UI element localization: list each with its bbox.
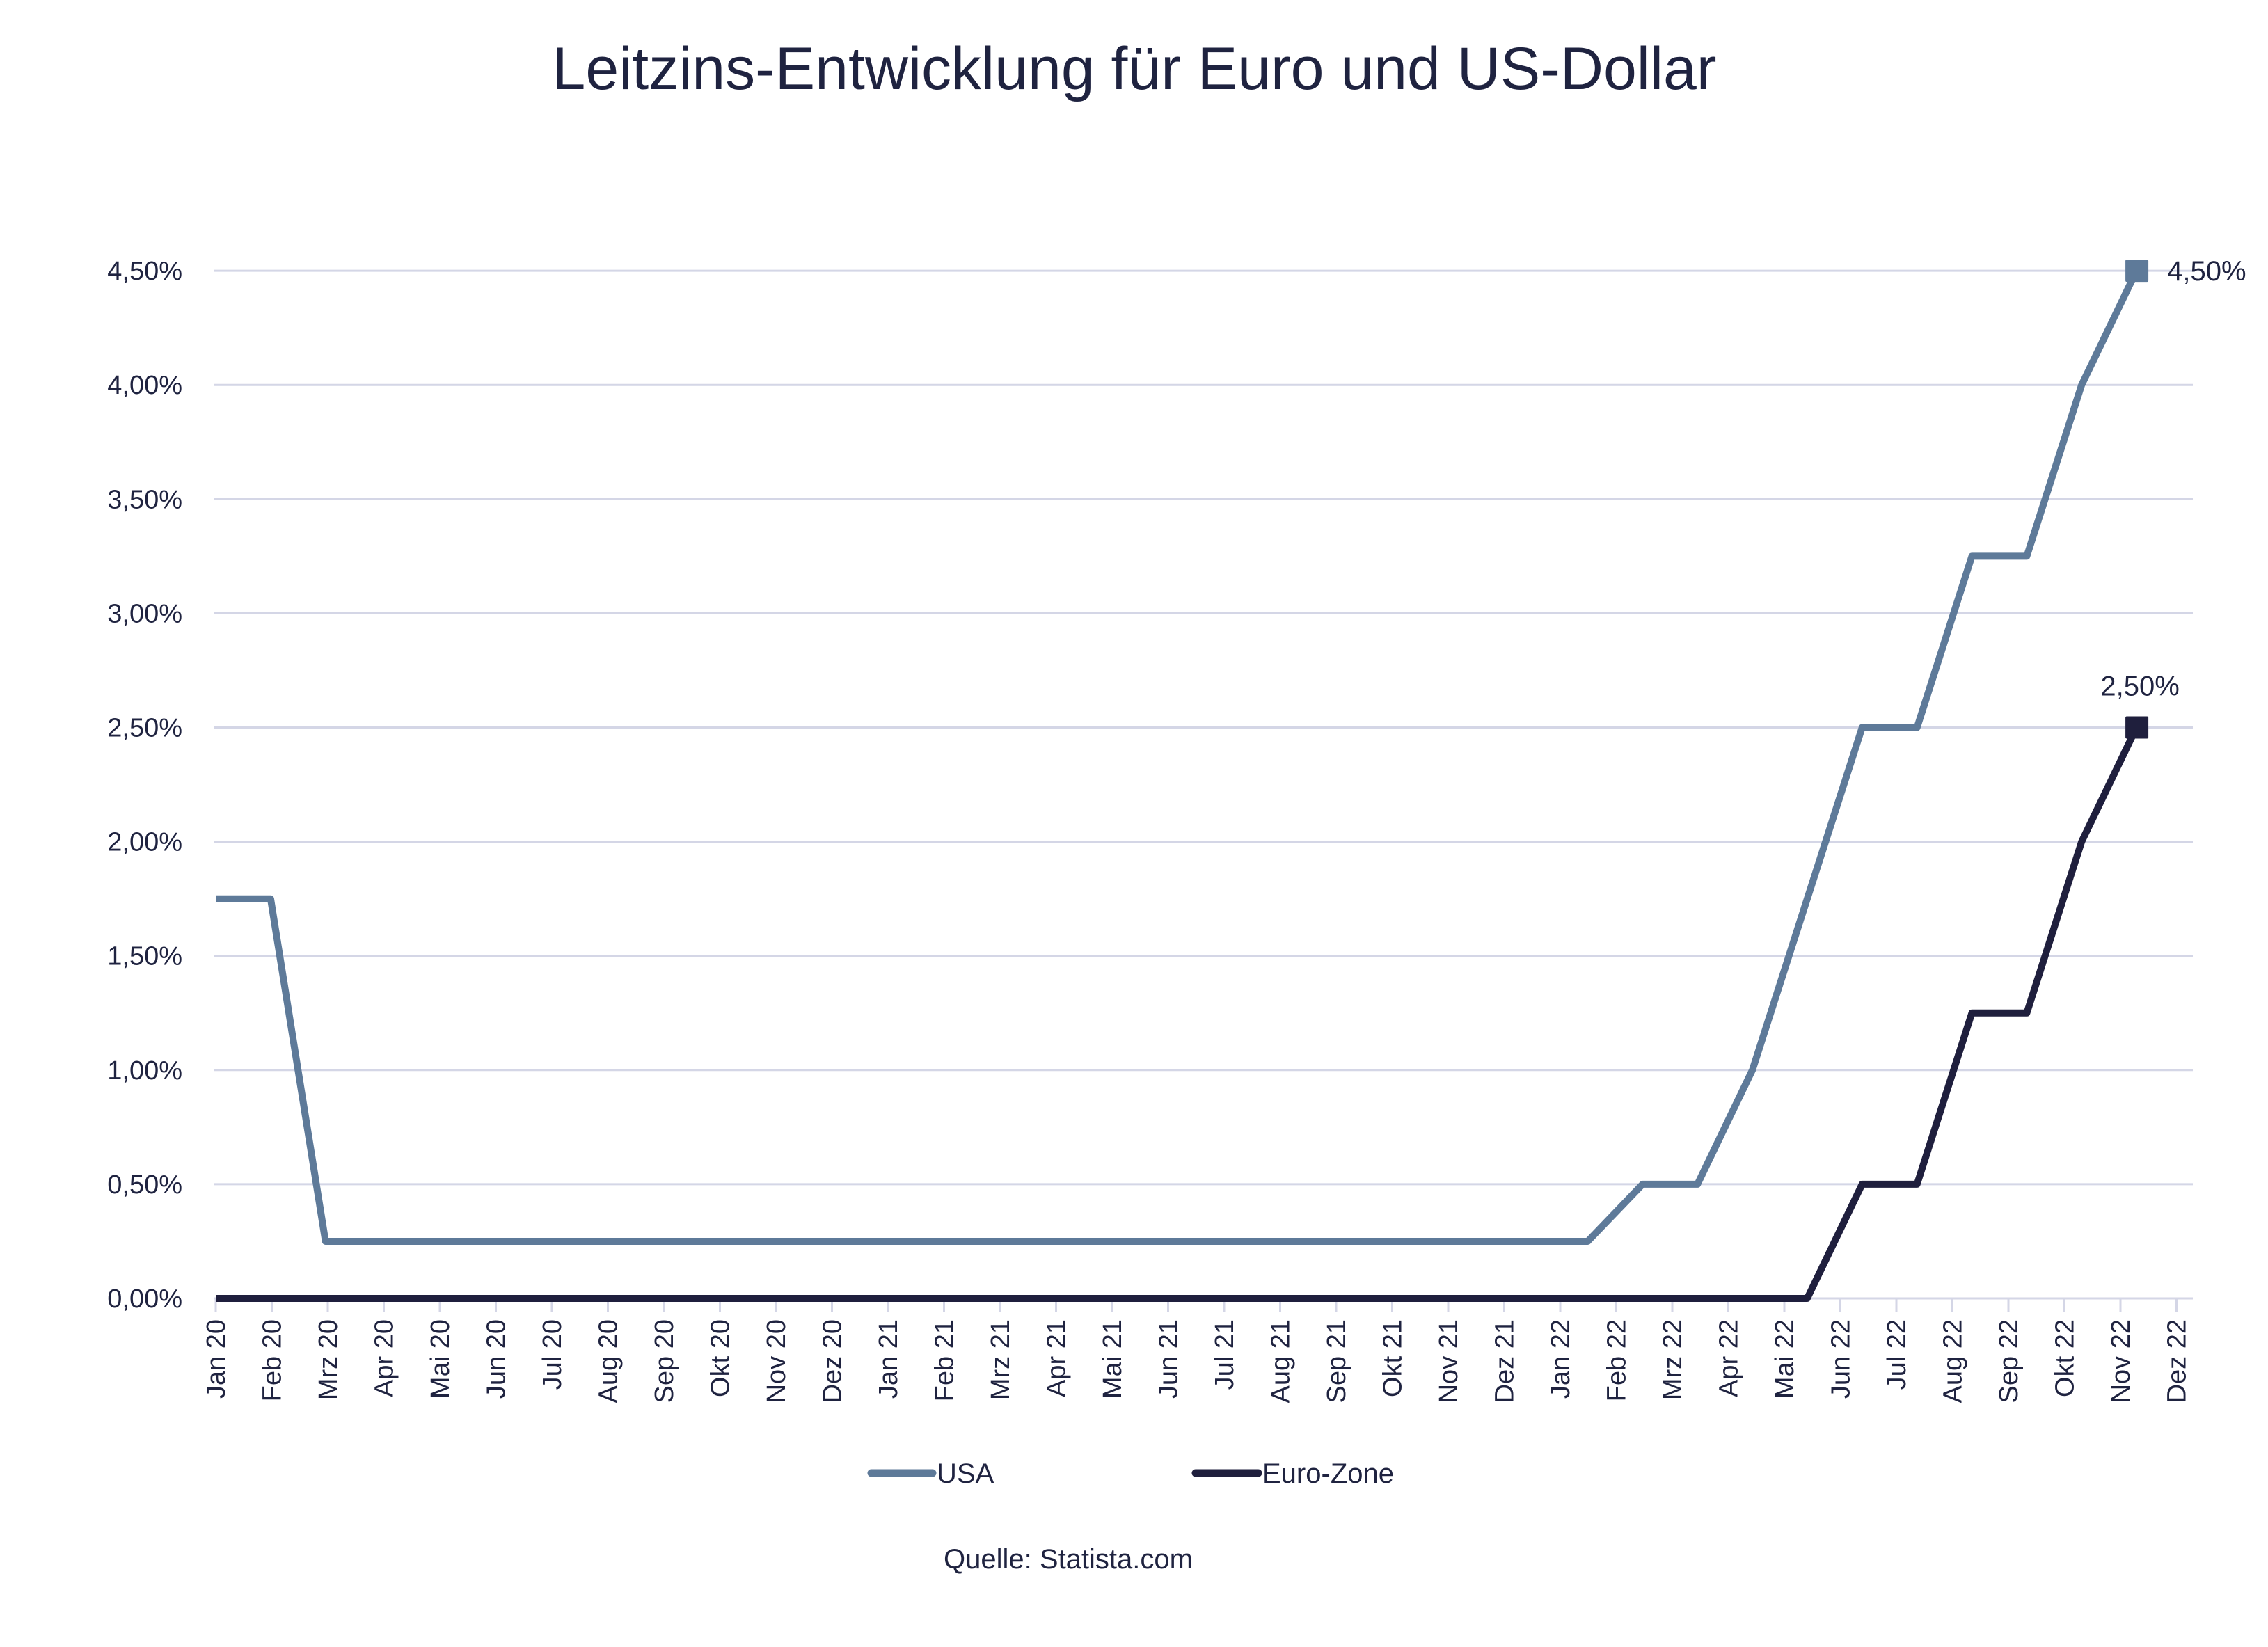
end-value-labels: 4,50% 2,50% (2100, 256, 2246, 701)
chart-title: Leitzins-Entwicklung für Euro und US-Dol… (553, 35, 1717, 102)
usa-line (216, 269, 2140, 1245)
y-tick-label: 0,00% (107, 1284, 182, 1314)
legend: USA Euro-Zone (867, 1458, 1394, 1489)
x-tick-label: Jul 22 (1882, 1319, 1912, 1390)
x-tick-label: Mrz 21 (986, 1319, 1015, 1400)
y-tick-label: 1,00% (107, 1056, 182, 1085)
x-tick-label: Jan 20 (202, 1319, 231, 1399)
euro-end-value-label: 2,50% (2100, 671, 2179, 702)
x-tick-label: Dez 20 (818, 1319, 848, 1403)
y-tick-label: 3,50% (107, 485, 182, 514)
x-tick-label: Okt 20 (706, 1319, 736, 1397)
x-tick-label: Aug 21 (1267, 1319, 1296, 1403)
x-tick-label: Apr 22 (1715, 1319, 1744, 1397)
x-tick-label: Mai 21 (1098, 1319, 1127, 1399)
x-tick-label: Nov 20 (762, 1319, 791, 1403)
x-tick-label: Jun 21 (1155, 1319, 1184, 1399)
x-tick-label: Nov 22 (2107, 1319, 2136, 1403)
x-tick-label: Feb 20 (258, 1319, 287, 1401)
x-tick-label: Jan 21 (874, 1319, 903, 1399)
y-axis-labels: 0,00% 0,50% 1,00% 1,50% 2,00% 2,50% 3,00% 3,50%… (107, 257, 182, 1314)
x-axis-labels: Jan 20 Feb 20 Mrz 20 Apr 20 Mai 20 Jun 20 Jul … (202, 1319, 2192, 1403)
y-tick-label: 0,50% (107, 1170, 182, 1200)
euro-zone-line (216, 726, 2140, 1302)
y-tick-label: 4,00% (107, 371, 182, 400)
y-tick-label: 4,50% (107, 257, 182, 286)
x-tick-label: Apr 20 (370, 1319, 399, 1397)
legend-euro-label: Euro-Zone (1262, 1458, 1394, 1489)
y-tick-label: 2,00% (107, 828, 182, 857)
x-tick-label: Nov 21 (1434, 1319, 1464, 1403)
x-tick-label: Feb 22 (1603, 1319, 1632, 1401)
usa-end-marker-icon (2125, 260, 2149, 283)
series-lines (216, 260, 2149, 1302)
x-tick-label: Dez 22 (2163, 1319, 2192, 1403)
x-tick-label: Jul 21 (1210, 1319, 1239, 1390)
y-tick-label: 1,50% (107, 942, 182, 971)
usa-end-value-label: 4,50% (2167, 256, 2246, 287)
y-tick-label: 3,00% (107, 599, 182, 628)
legend-usa-label: USA (937, 1458, 994, 1489)
x-tick-label: Okt 21 (1379, 1319, 1408, 1397)
x-tick-label: Jan 22 (1546, 1319, 1576, 1399)
euro-end-marker-icon (2125, 716, 2149, 739)
x-tick-label: Apr 21 (1042, 1319, 1072, 1397)
x-tick-label: Dez 21 (1491, 1319, 1520, 1403)
x-tick-label: Jun 22 (1827, 1319, 1856, 1399)
x-tick-label: Mrz 20 (314, 1319, 343, 1400)
x-tick-label: Sep 22 (1995, 1319, 2024, 1403)
x-tick-label: Sep 21 (1322, 1319, 1351, 1403)
gridlines (214, 269, 2193, 1312)
x-tick-label: Okt 22 (2051, 1319, 2080, 1397)
x-tick-label: Mai 22 (1770, 1319, 1800, 1399)
x-tick-label: Aug 20 (594, 1319, 624, 1403)
legend-item-euro-zone[interactable]: Euro-Zone (1191, 1458, 1394, 1489)
source-note: Quelle: Statista.com (944, 1544, 1193, 1575)
x-tick-label: Jul 20 (538, 1319, 567, 1390)
x-tick-label: Aug 22 (1939, 1319, 1968, 1403)
x-tick-label: Mrz 22 (1658, 1319, 1688, 1400)
legend-item-usa[interactable]: USA (867, 1458, 994, 1489)
x-tick-label: Mai 20 (426, 1319, 455, 1399)
x-tick-label: Jun 20 (482, 1319, 512, 1399)
y-tick-label: 2,50% (107, 714, 182, 743)
x-tick-label: Sep 20 (650, 1319, 679, 1403)
x-tick-label: Feb 21 (930, 1319, 960, 1401)
